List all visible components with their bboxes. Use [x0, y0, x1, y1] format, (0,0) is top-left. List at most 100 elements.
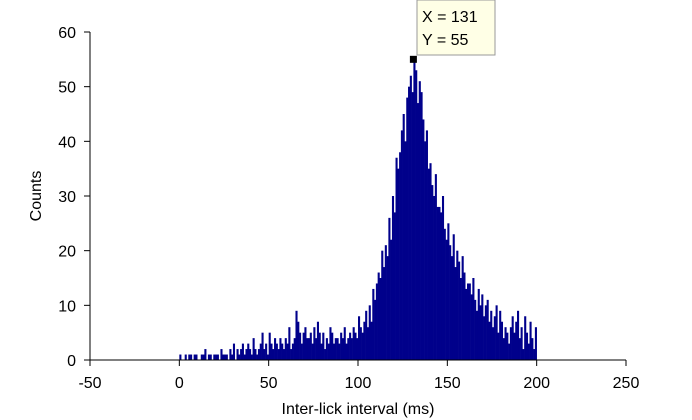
histogram-bar	[447, 223, 450, 360]
y-axis-title: Counts	[28, 171, 45, 222]
histogram-bar	[458, 261, 461, 360]
histogram-bar	[282, 349, 286, 360]
data-tip[interactable]: X = 131 Y = 55	[409, 0, 496, 63]
histogram-bar	[506, 332, 509, 360]
data-tip-y-label: Y = 55	[422, 32, 469, 49]
histogram-bar	[238, 354, 241, 360]
histogram-bar	[424, 141, 427, 360]
histogram-bar	[245, 349, 248, 360]
histogram-bar	[420, 92, 423, 360]
x-tick-label: 0	[175, 375, 184, 392]
x-tick-label: 100	[345, 375, 372, 392]
histogram-bar	[495, 305, 498, 360]
histogram-bar	[450, 256, 453, 360]
histogram-bar	[288, 327, 291, 360]
histogram-bar	[391, 196, 395, 360]
histogram-bar	[231, 354, 234, 360]
histogram-bar	[281, 343, 284, 360]
histogram-bar	[466, 283, 470, 360]
histogram-bar	[311, 343, 314, 360]
histogram-bar	[472, 278, 475, 360]
histogram-bar	[313, 327, 316, 360]
histogram-bar	[249, 349, 252, 360]
histogram-bar	[422, 119, 425, 360]
histogram-bar	[511, 316, 514, 360]
histogram-bar	[384, 245, 387, 360]
histogram-bar	[490, 310, 493, 360]
histogram-bar	[431, 185, 434, 360]
histogram-bar	[318, 332, 321, 360]
histogram-bar	[270, 343, 273, 360]
y-tick-label: 0	[67, 353, 76, 370]
histogram-bar	[266, 354, 269, 360]
histogram-bar	[250, 354, 253, 360]
histogram-bar	[338, 343, 341, 360]
histogram-bar	[322, 332, 325, 360]
histogram-bar	[291, 343, 294, 360]
histogram-bar	[343, 327, 346, 360]
histogram-bar	[500, 321, 504, 360]
histogram-bar	[331, 332, 334, 360]
histogram-bar	[381, 250, 384, 360]
histogram-bar	[275, 343, 278, 360]
histogram-bar	[452, 234, 455, 360]
histogram-bar	[366, 327, 370, 360]
histogram-bar	[315, 338, 318, 360]
histogram-bar	[449, 245, 452, 360]
histogram-bar	[202, 354, 205, 360]
histogram-bar	[522, 349, 525, 360]
histogram-bar	[395, 157, 398, 360]
histogram-bar	[468, 283, 471, 360]
histogram-bar	[520, 327, 523, 360]
histogram-bar	[497, 332, 500, 360]
histogram-bar	[225, 354, 228, 360]
histogram-bar	[502, 338, 505, 360]
histogram-bar	[508, 343, 511, 360]
histogram-bar	[534, 327, 537, 360]
histogram-bar	[209, 354, 212, 360]
histogram-bar	[388, 217, 391, 360]
histogram-bar	[190, 354, 193, 360]
histogram-bar	[195, 354, 198, 360]
histogram-bar	[465, 288, 468, 360]
histogram-bar	[268, 332, 271, 360]
histogram-bar	[459, 278, 462, 360]
histogram-bar	[488, 321, 491, 360]
histogram-bar	[286, 343, 289, 360]
y-tick-label: 40	[58, 134, 76, 151]
y-tick-label: 30	[58, 189, 76, 206]
histogram-bar	[525, 332, 529, 360]
histogram-bar	[434, 174, 437, 360]
histogram-bar	[359, 327, 362, 360]
histogram-bar	[372, 288, 375, 360]
histogram-bar	[345, 343, 348, 360]
histogram-bar	[293, 338, 296, 360]
histogram-bar	[299, 332, 302, 360]
histogram-bar	[427, 168, 430, 360]
histogram-bar	[404, 141, 407, 360]
histogram-bar	[475, 310, 479, 360]
histogram-bar	[240, 349, 243, 360]
histogram-bar	[527, 343, 530, 360]
x-tick-label: 150	[434, 375, 461, 392]
histogram-bar	[390, 239, 393, 360]
histogram-bar	[429, 163, 432, 360]
histogram-bar	[524, 316, 527, 360]
histogram-bar	[409, 75, 412, 360]
histogram-bar	[356, 338, 359, 360]
histogram-bar	[279, 338, 282, 360]
histogram-bar	[517, 310, 520, 360]
histogram-bar	[411, 92, 414, 360]
histogram-bar	[374, 299, 377, 360]
histogram-bar	[306, 338, 309, 360]
histogram-bar	[533, 349, 536, 360]
histogram-bar	[513, 332, 516, 360]
histogram-bar	[441, 196, 445, 360]
histogram-bar	[436, 206, 439, 360]
histogram-bar	[397, 168, 400, 360]
histogram-bar	[361, 332, 364, 360]
histogram-bar	[406, 97, 409, 360]
histogram-bar	[256, 354, 259, 360]
histogram-bar	[415, 70, 418, 361]
histogram-bar	[329, 327, 332, 360]
